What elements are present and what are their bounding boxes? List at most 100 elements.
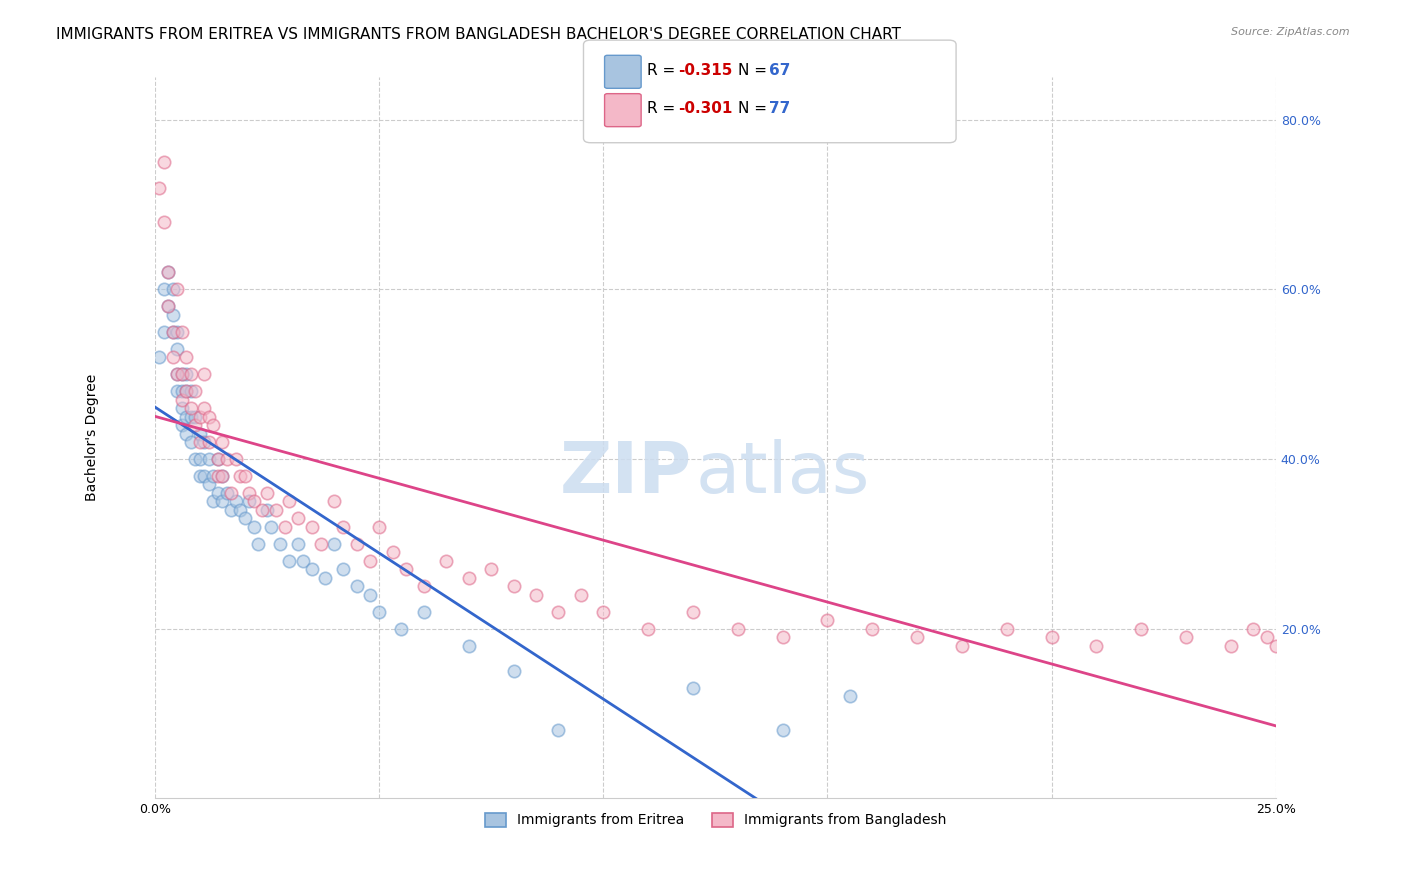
Text: IMMIGRANTS FROM ERITREA VS IMMIGRANTS FROM BANGLADESH BACHELOR'S DEGREE CORRELAT: IMMIGRANTS FROM ERITREA VS IMMIGRANTS FR… — [56, 27, 901, 42]
Point — [229, 469, 252, 483]
Point — [524, 588, 547, 602]
Point — [157, 299, 180, 313]
Point — [148, 350, 170, 364]
Point — [772, 723, 794, 738]
Point — [238, 486, 260, 500]
Point — [207, 452, 229, 467]
Point — [211, 469, 233, 483]
Point — [197, 477, 219, 491]
Point — [219, 486, 242, 500]
Point — [457, 639, 479, 653]
Text: atlas: atlas — [696, 440, 870, 508]
Point — [202, 494, 225, 508]
Point — [346, 537, 368, 551]
Point — [197, 435, 219, 450]
Point — [332, 562, 354, 576]
Point — [207, 452, 229, 467]
Point — [188, 452, 211, 467]
Point — [207, 486, 229, 500]
Y-axis label: Bachelor's Degree: Bachelor's Degree — [86, 374, 100, 501]
Point — [193, 435, 215, 450]
Point — [174, 350, 197, 364]
Point — [202, 469, 225, 483]
Text: ZIP: ZIP — [560, 440, 692, 508]
Point — [309, 537, 332, 551]
Point — [153, 325, 176, 339]
Point — [246, 537, 269, 551]
Point — [180, 368, 202, 382]
Point — [269, 537, 291, 551]
Point — [346, 579, 368, 593]
Point — [211, 494, 233, 508]
Point — [174, 384, 197, 399]
Point — [162, 350, 184, 364]
Point — [1085, 639, 1108, 653]
Point — [391, 622, 413, 636]
Point — [772, 630, 794, 644]
Point — [166, 368, 188, 382]
Point — [170, 418, 193, 433]
Text: -0.315: -0.315 — [678, 63, 733, 78]
Point — [184, 384, 207, 399]
Point — [170, 401, 193, 416]
Point — [197, 452, 219, 467]
Point — [215, 486, 238, 500]
Point — [188, 435, 211, 450]
Point — [148, 180, 170, 194]
Point — [180, 435, 202, 450]
Point — [479, 562, 502, 576]
Point — [166, 325, 188, 339]
Point — [153, 155, 176, 169]
Point — [1220, 639, 1243, 653]
Point — [860, 622, 883, 636]
Point — [323, 494, 346, 508]
Point — [174, 426, 197, 441]
Point — [368, 520, 391, 534]
Point — [905, 630, 928, 644]
Point — [242, 520, 264, 534]
Point — [153, 282, 176, 296]
Point — [153, 214, 176, 228]
Point — [569, 588, 592, 602]
Point — [359, 554, 381, 568]
Point — [412, 605, 434, 619]
Point — [1175, 630, 1198, 644]
Point — [170, 368, 193, 382]
Point — [274, 520, 297, 534]
Text: N =: N = — [738, 63, 772, 78]
Point — [817, 613, 839, 627]
Point — [166, 368, 188, 382]
Text: 67: 67 — [769, 63, 790, 78]
Point — [682, 681, 704, 695]
Point — [188, 469, 211, 483]
Text: R =: R = — [647, 63, 681, 78]
Point — [162, 308, 184, 322]
Point — [1256, 630, 1278, 644]
Point — [211, 435, 233, 450]
Point — [202, 418, 225, 433]
Text: R =: R = — [647, 102, 681, 116]
Point — [323, 537, 346, 551]
Point — [252, 503, 274, 517]
Point — [166, 384, 188, 399]
Point — [287, 537, 309, 551]
Point — [332, 520, 354, 534]
Point — [229, 503, 252, 517]
Point — [174, 368, 197, 382]
Point — [233, 511, 256, 525]
Point — [291, 554, 314, 568]
Point — [727, 622, 749, 636]
Point — [193, 469, 215, 483]
Point — [184, 452, 207, 467]
Point — [381, 545, 404, 559]
Point — [197, 409, 219, 424]
Point — [184, 409, 207, 424]
Legend: Immigrants from Eritrea, Immigrants from Bangladesh: Immigrants from Eritrea, Immigrants from… — [478, 805, 953, 834]
Point — [301, 520, 323, 534]
Point — [637, 622, 659, 636]
Point — [260, 520, 283, 534]
Point — [287, 511, 309, 525]
Point — [184, 418, 207, 433]
Text: 77: 77 — [769, 102, 790, 116]
Point — [368, 605, 391, 619]
